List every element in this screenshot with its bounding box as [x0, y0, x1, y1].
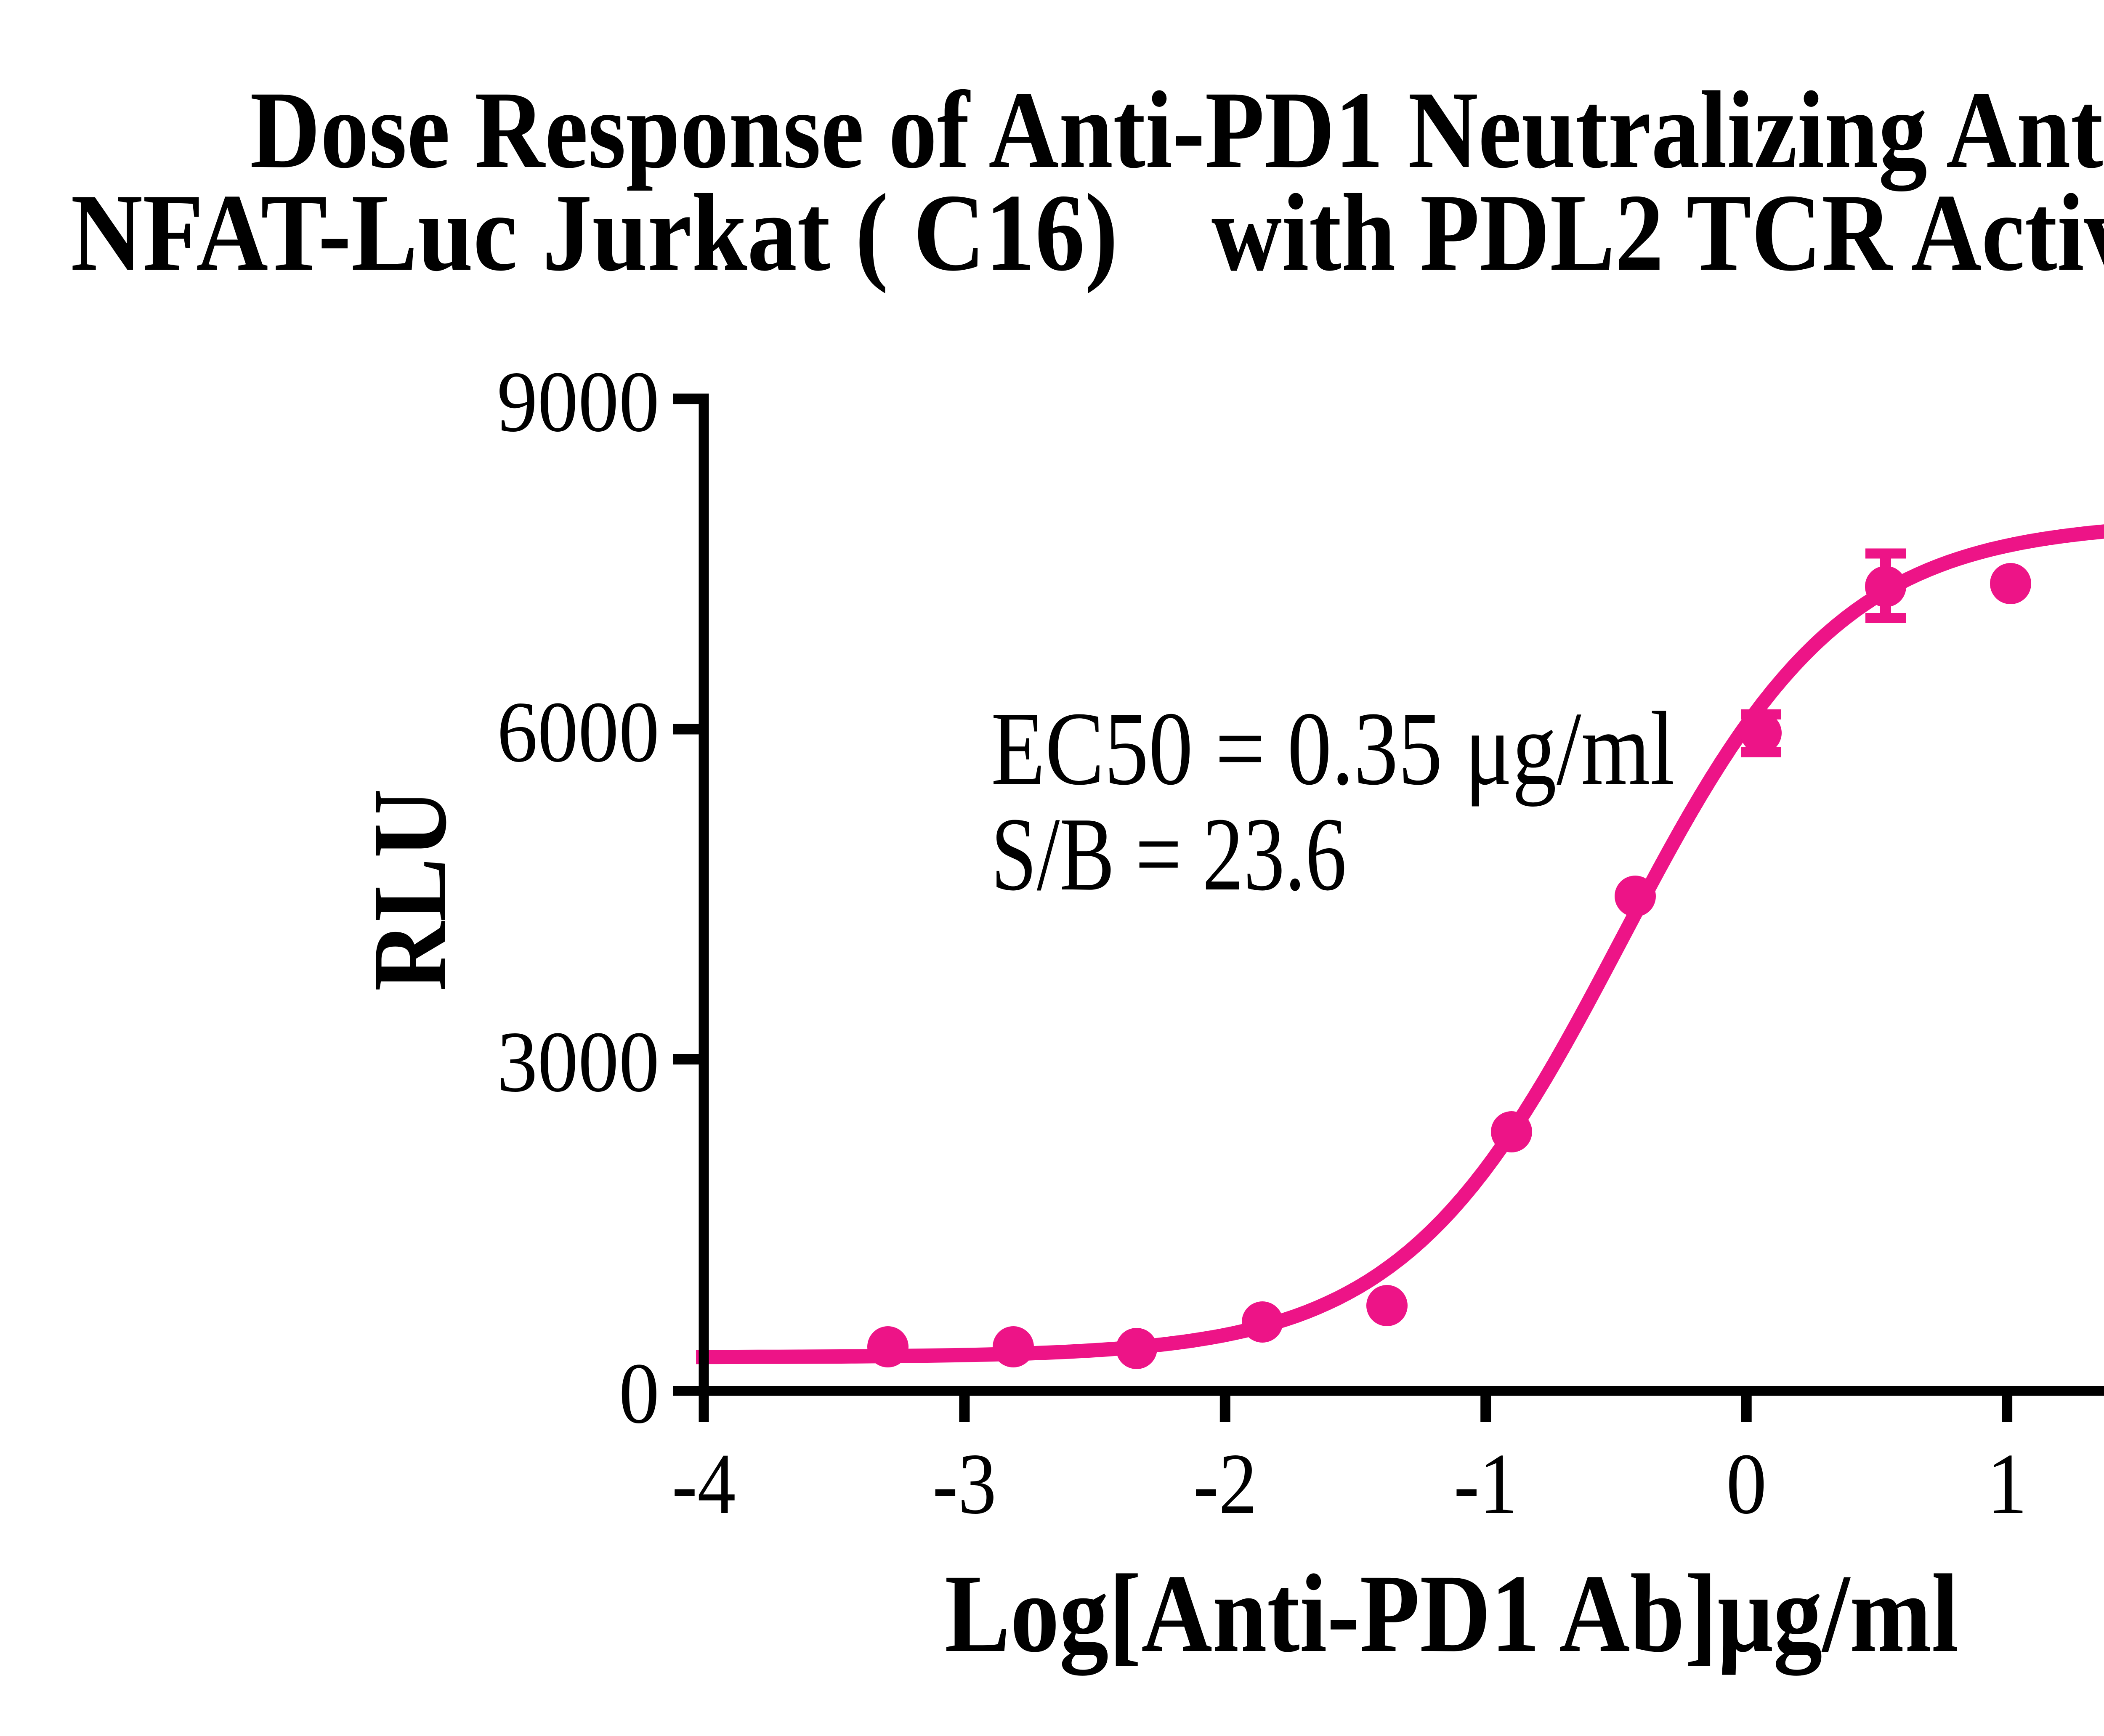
- svg-text:S/B = 23.6: S/B = 23.6: [991, 796, 1347, 913]
- svg-text:-3: -3: [932, 1436, 996, 1532]
- svg-text:3000: 3000: [497, 1014, 659, 1110]
- svg-text:EC50 = 0.35 μg/ml: EC50 = 0.35 μg/ml: [991, 690, 1675, 807]
- svg-text:1: 1: [1987, 1436, 2027, 1532]
- svg-text:0: 0: [1726, 1436, 1767, 1532]
- svg-text:0: 0: [619, 1345, 660, 1441]
- svg-text:-1: -1: [1454, 1436, 1518, 1532]
- svg-text:9000: 9000: [497, 353, 659, 450]
- svg-text:6000: 6000: [497, 684, 659, 780]
- svg-text:RLU: RLU: [351, 789, 468, 991]
- svg-text:NFAT-Luc Jurkat ( C16): NFAT-Luc Jurkat ( C16): [71, 171, 1118, 294]
- svg-text:-4: -4: [672, 1436, 736, 1532]
- svg-text:Dose Response of Anti-PD1 Neut: Dose Response of Anti-PD1 Neutralizing A…: [250, 69, 2104, 193]
- svg-text:-2: -2: [1193, 1436, 1257, 1532]
- svg-text:with PDL2 TCR Activator CHO (C: with PDL2 TCR Activator CHO (C1): [1211, 171, 2104, 294]
- svg-text:Log[Anti-PD1 Ab]μg/ml: Log[Anti-PD1 Ab]μg/ml: [945, 1551, 1959, 1677]
